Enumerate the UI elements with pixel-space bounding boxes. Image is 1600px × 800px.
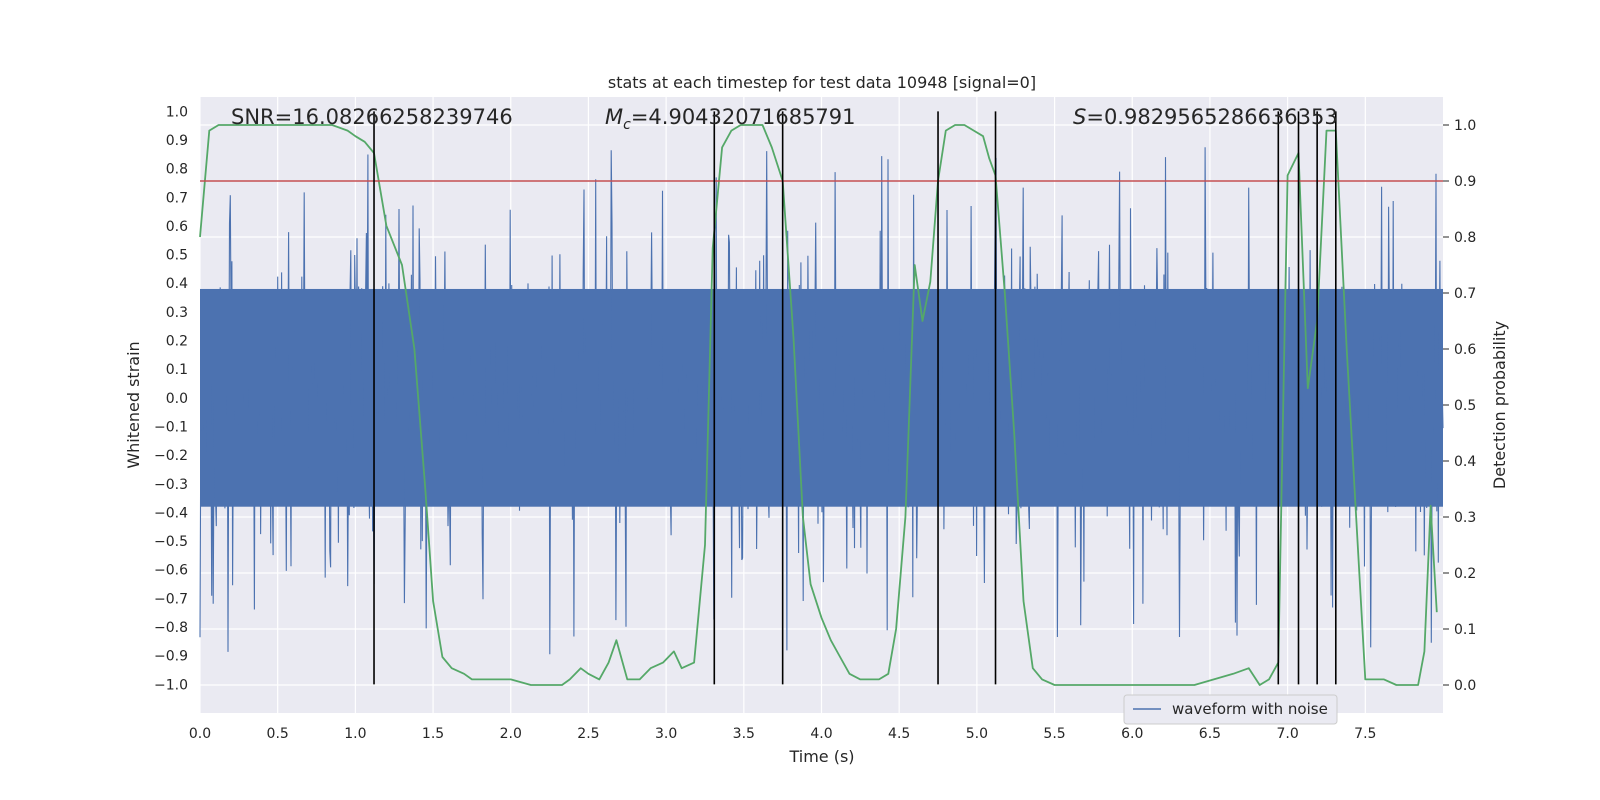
- y-right-tick-label: 0.7: [1454, 286, 1476, 302]
- y-left-tick-label: 0.9: [166, 133, 188, 149]
- x-tick-label: 3.0: [655, 726, 677, 742]
- y-right-tick-label: 0.2: [1454, 566, 1476, 582]
- y-left-tick-label: −0.8: [154, 620, 188, 636]
- waveform-series: [199, 147, 1444, 655]
- y-right-tick-label: 0.4: [1454, 454, 1476, 470]
- y-left-tick-label: 0.6: [166, 219, 188, 235]
- mc-subscript: c: [623, 117, 631, 133]
- y-left-tick-label: −1.0: [154, 677, 188, 693]
- y-right-tick-label: 0.9: [1454, 174, 1476, 190]
- s-symbol: S: [1073, 105, 1086, 129]
- s-value: =0.9829565286636353: [1086, 105, 1337, 129]
- x-tick-label: 2.0: [500, 726, 522, 742]
- x-tick-label: 6.5: [1199, 726, 1221, 742]
- x-tick-label: 0.5: [267, 726, 289, 742]
- y-left-tick-label: −0.9: [154, 649, 188, 665]
- x-axis-label: Time (s): [788, 747, 854, 766]
- y-left-tick-label: 0.2: [166, 334, 188, 350]
- legend-box: [1123, 694, 1338, 725]
- x-tick-label: 7.5: [1354, 726, 1376, 742]
- x-tick-label: 1.5: [422, 726, 444, 742]
- x-tick-label: 1.0: [344, 726, 366, 742]
- y-right-tick-label: 1.0: [1454, 118, 1476, 134]
- y-right-tick-label: 0.3: [1454, 510, 1476, 526]
- y-right-tick-labels: 1.0 0.9 0.8 0.7 0.6 0.5 0.4 0.3 0.2 0.1 0.0: [1443, 118, 1476, 694]
- y-left-tick-label: 0.0: [166, 391, 188, 407]
- x-tick-label: 5.5: [1043, 726, 1065, 742]
- y-left-tick-label: 0.5: [166, 248, 188, 264]
- x-tick-label: 5.0: [966, 726, 988, 742]
- y-right-tick-label: 0.5: [1454, 398, 1476, 414]
- waveform-line: [199, 147, 1444, 655]
- y-left-tick-label: −0.2: [154, 448, 188, 464]
- chart-title: stats at each timestep for test data 109…: [608, 73, 1036, 92]
- mc-value: =4.90432071685791: [631, 105, 856, 129]
- y-left-tick-label: 0.7: [166, 190, 188, 206]
- y-right-tick-label: 0.6: [1454, 342, 1476, 358]
- vertical-markers: [373, 111, 1337, 685]
- y-right-tick-label: 0.8: [1454, 230, 1476, 246]
- y-axis-left-label: Whitened strain: [124, 341, 143, 468]
- y-left-tick-label: 0.8: [166, 162, 188, 178]
- x-tick-label: 3.5: [733, 726, 755, 742]
- probability-line: [199, 124, 1438, 686]
- x-tick-label: 4.5: [888, 726, 910, 742]
- snr-annotation: SNR=16.08266258239746: [231, 105, 513, 129]
- y-left-tick-label: −0.7: [154, 591, 188, 607]
- y-left-tick-label: 0.3: [166, 305, 188, 321]
- x-tick-label: 0.0: [189, 726, 211, 742]
- y-left-tick-label: 0.1: [166, 362, 188, 378]
- probability-series: [199, 124, 1438, 686]
- legend: waveform with noise: [1123, 694, 1338, 725]
- y-left-tick-label: −0.1: [154, 419, 188, 435]
- y-left-tick-labels: 1.0 0.9 0.8 0.7 0.6 0.5 0.4 0.3 0.2 0.1 0.0 −0.1 −0.…: [154, 104, 188, 693]
- x-tick-labels: 0.0 0.5 1.0 1.5 2.0 2.5 3.0 3.5 4.0 4.5 5.0 5.5 6.0 6…: [189, 726, 1377, 742]
- legend-label: waveform with noise: [1172, 700, 1328, 718]
- mc-symbol: M: [605, 105, 623, 129]
- y-left-tick-label: −0.4: [154, 505, 188, 521]
- x-tick-label: 2.5: [577, 726, 599, 742]
- x-tick-label: 6.0: [1121, 726, 1143, 742]
- s-annotation: S=0.9829565286636353: [1073, 105, 1338, 129]
- y-right-tick-label: 0.0: [1454, 678, 1476, 694]
- mc-annotation: Mc=4.90432071685791: [605, 105, 856, 133]
- y-left-tick-label: −0.3: [154, 477, 188, 493]
- x-tick-label: 4.0: [810, 726, 832, 742]
- y-left-tick-label: −0.6: [154, 563, 188, 579]
- y-axis-right-label: Detection probability: [1490, 321, 1509, 489]
- y-left-tick-label: 0.4: [166, 276, 188, 292]
- y-left-tick-label: 1.0: [166, 104, 188, 120]
- y-right-tick-label: 0.1: [1454, 622, 1476, 638]
- y-left-tick-label: −0.5: [154, 534, 188, 550]
- x-tick-label: 7.0: [1276, 726, 1298, 742]
